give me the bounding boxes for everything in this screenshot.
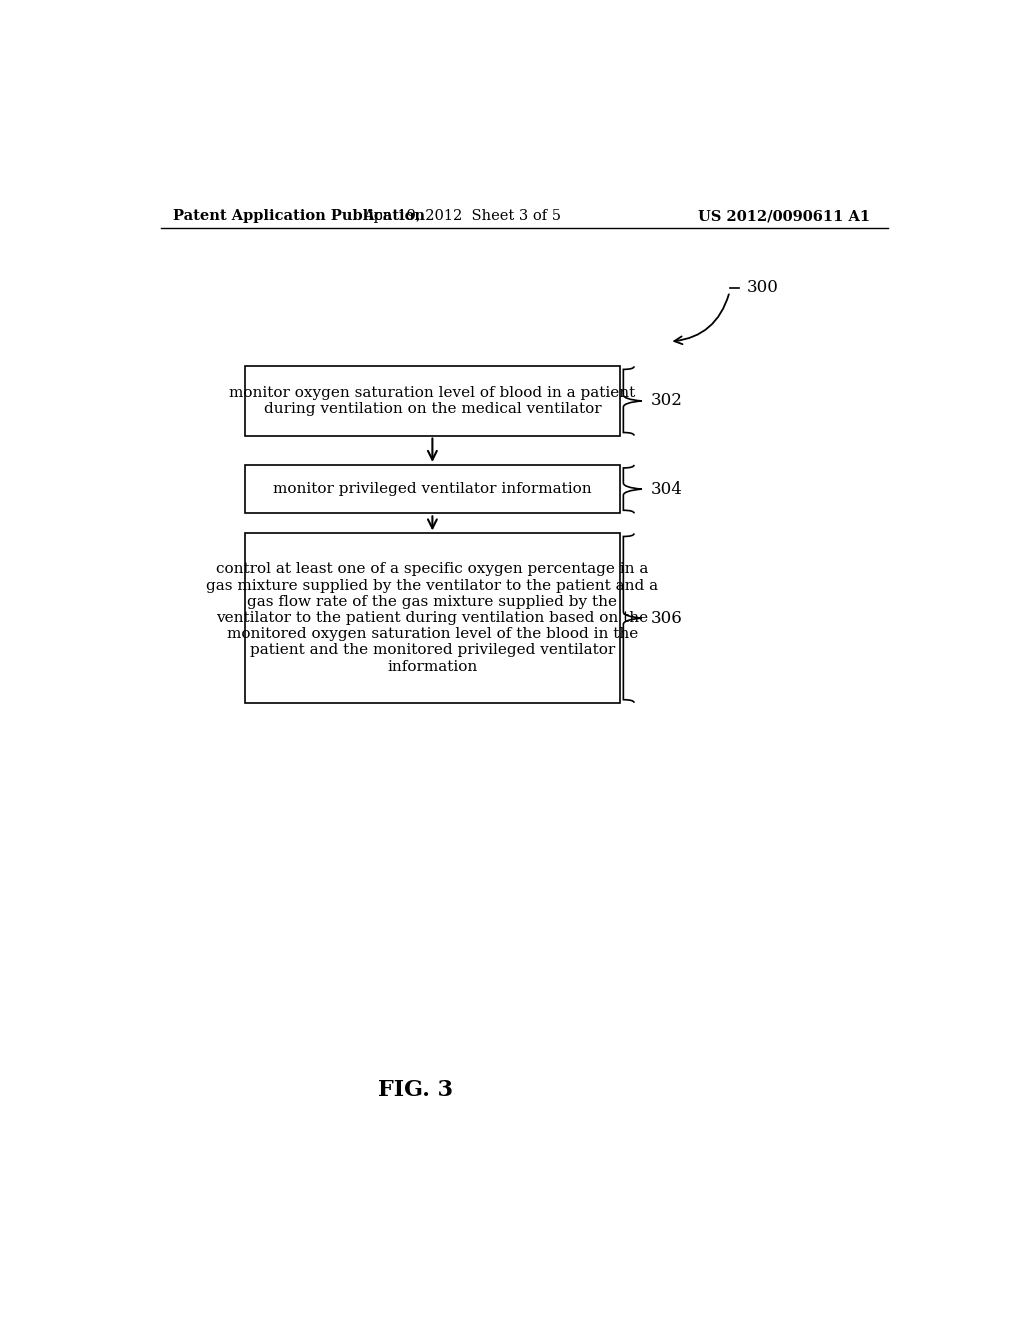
- Bar: [245, 465, 621, 513]
- Text: US 2012/0090611 A1: US 2012/0090611 A1: [697, 209, 869, 223]
- Text: Patent Application Publication: Patent Application Publication: [173, 209, 425, 223]
- Text: 304: 304: [651, 480, 683, 498]
- Text: control at least one of a specific oxygen percentage in a
gas mixture supplied b: control at least one of a specific oxyge…: [207, 562, 658, 673]
- Text: 300: 300: [746, 280, 778, 296]
- Bar: [245, 533, 621, 702]
- Text: 306: 306: [651, 610, 683, 627]
- Text: Apr. 19, 2012  Sheet 3 of 5: Apr. 19, 2012 Sheet 3 of 5: [362, 209, 561, 223]
- Text: monitor oxygen saturation level of blood in a patient
during ventilation on the : monitor oxygen saturation level of blood…: [229, 385, 636, 416]
- Text: 302: 302: [651, 392, 683, 409]
- Bar: [245, 367, 621, 436]
- Text: monitor privileged ventilator information: monitor privileged ventilator informatio…: [273, 482, 592, 496]
- Text: FIG. 3: FIG. 3: [378, 1080, 453, 1101]
